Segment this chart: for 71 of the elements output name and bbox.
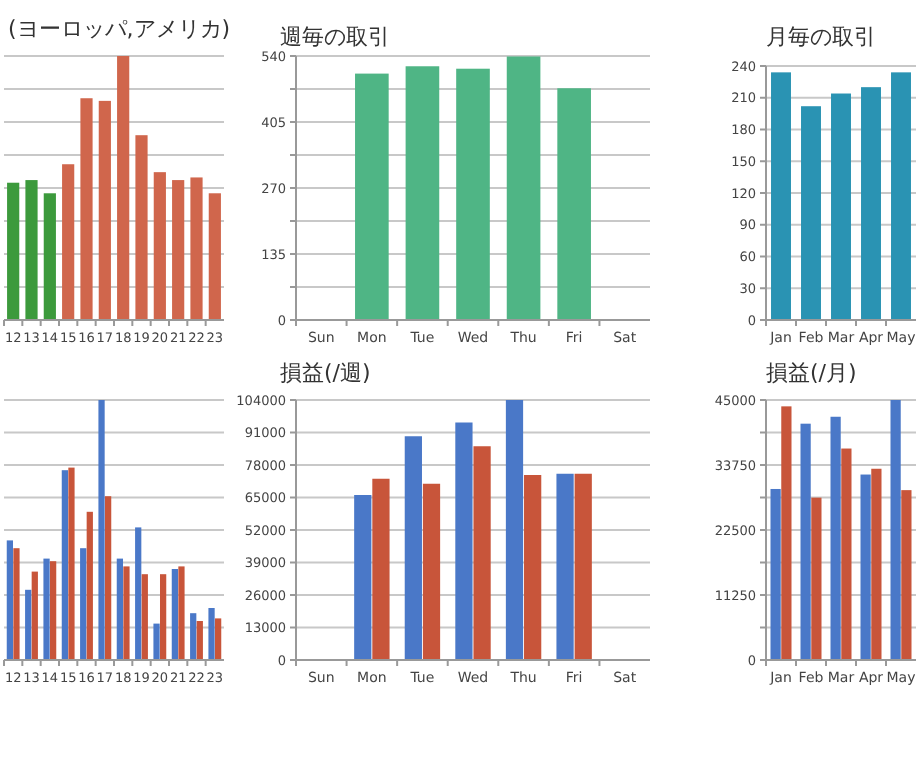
bar [160,574,167,660]
bar [43,193,56,320]
bar [901,490,912,660]
bar [68,467,75,660]
bar [781,406,792,660]
bar [123,566,130,660]
bar [86,511,93,660]
bar [80,548,87,660]
bar [105,496,112,660]
bar [771,72,791,320]
bar [61,470,68,660]
bar [557,88,591,320]
bar [473,446,491,660]
bar [25,589,32,660]
bar [6,540,13,660]
bar [215,618,222,660]
bar [841,448,852,660]
bar [50,561,57,660]
bar [861,87,881,320]
bar [190,613,197,660]
bar [506,56,541,320]
chart-title: 損益(/月) [766,360,857,386]
bar [62,164,75,320]
bar [190,177,203,320]
bar [153,172,166,320]
bar [404,436,422,660]
bar [770,488,781,660]
chart-title: (ヨーロッパ,アメリカ) [8,16,231,42]
bar [208,608,215,660]
bar [871,468,882,660]
bar [43,558,50,660]
bar [556,473,574,660]
bar [141,574,148,660]
bar [80,98,93,320]
bar [860,474,871,660]
bar [574,473,592,660]
bar [7,182,20,320]
bar [116,558,123,660]
chart-title: 月毎の取引 [766,24,876,50]
bar [13,548,20,660]
bar [98,100,111,320]
bar [372,478,390,660]
bar [355,73,389,320]
bar [801,106,821,320]
bar [811,497,822,660]
bar [800,423,811,660]
bar [196,621,203,660]
bar [117,56,130,320]
bar [153,623,160,660]
bar [98,400,105,660]
bar [171,569,178,660]
bar [25,180,38,320]
chart-title: 損益(/週) [280,360,371,386]
bar [830,416,841,660]
bar [172,180,185,320]
bar [455,422,473,660]
bar [354,495,372,660]
chart-title: 週毎の取引 [280,24,390,50]
bar [505,400,524,660]
bar [891,72,911,320]
bar [135,135,148,320]
bar [208,193,221,320]
bar [524,475,542,660]
bar [890,400,901,660]
bar [456,68,490,320]
bar [422,483,441,660]
bar [178,566,185,660]
bar [405,66,440,320]
bar [31,571,38,660]
bar [135,527,142,660]
bar [831,93,851,320]
